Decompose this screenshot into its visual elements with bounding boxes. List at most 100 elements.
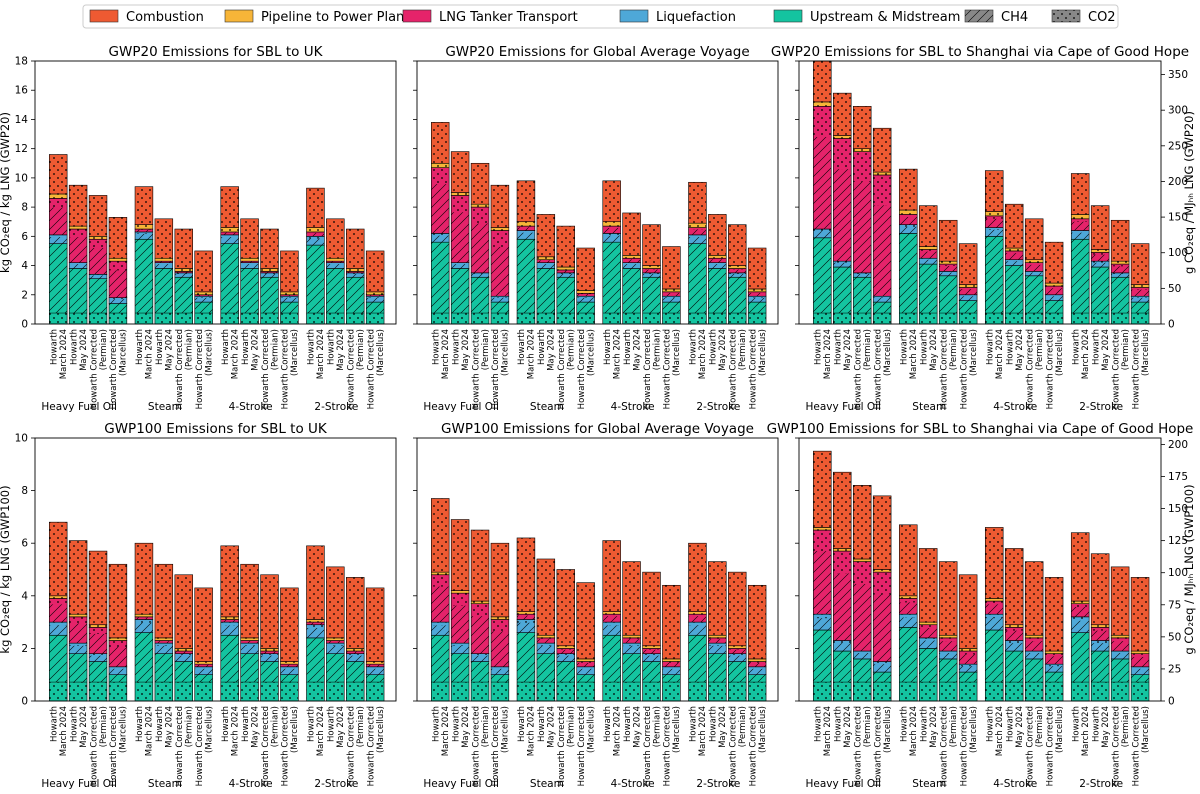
ch4-pattern — [89, 633, 107, 654]
bar-label: March 2024 — [698, 329, 708, 379]
co2-pattern — [688, 227, 707, 230]
co2-pattern — [109, 217, 127, 259]
ch4-pattern — [346, 277, 365, 314]
bar-label: (Marcellus) — [119, 706, 129, 753]
co2-pattern — [517, 230, 535, 233]
bar-label: (Marcellus) — [586, 706, 596, 753]
bar-label: (Permian) — [185, 706, 195, 747]
ch4-pattern — [260, 655, 279, 662]
ch4-pattern — [873, 594, 892, 662]
co2-pattern — [853, 148, 872, 152]
ch4-pattern — [1045, 296, 1064, 301]
co2-pattern — [174, 268, 193, 272]
ch4-pattern — [985, 618, 1004, 630]
ch4-pattern — [556, 655, 575, 662]
ch4-pattern — [642, 277, 661, 314]
bar-label: Howarth — [814, 706, 824, 742]
bar-label: (Marcellus) — [969, 329, 979, 376]
co2-pattern — [1025, 651, 1044, 654]
bar-heavy-fuel-oil-1 — [430, 122, 450, 325]
co2-pattern — [833, 551, 852, 574]
y-tick-label: 8 — [21, 202, 28, 214]
ch4-pattern — [556, 661, 575, 683]
co2-pattern — [813, 61, 832, 102]
co2-pattern — [853, 558, 872, 562]
co2-pattern — [471, 313, 489, 324]
co2-pattern — [220, 682, 239, 701]
co2-pattern — [220, 227, 239, 232]
co2-pattern — [728, 653, 747, 656]
ch4-pattern — [135, 632, 153, 683]
co2-pattern — [919, 548, 938, 623]
co2-pattern — [326, 640, 345, 642]
co2-pattern — [1071, 313, 1090, 324]
co2-pattern — [346, 682, 365, 701]
ch4-pattern — [1131, 302, 1150, 314]
ch4-pattern — [873, 205, 892, 297]
co2-pattern — [748, 288, 767, 292]
co2-pattern — [220, 622, 239, 626]
bar-heavy-fuel-oil-3 — [470, 162, 490, 325]
ch4-pattern — [939, 658, 958, 683]
co2-pattern — [899, 614, 918, 618]
ch4-pattern — [622, 264, 641, 269]
ch4-pattern — [471, 277, 489, 314]
co2-pattern — [280, 661, 299, 665]
ch4-pattern — [708, 259, 727, 263]
ch4-pattern — [602, 235, 621, 243]
bar-label: March 2024 — [995, 706, 1005, 756]
co2-pattern — [919, 205, 938, 247]
co2-pattern — [708, 313, 727, 324]
bar-label: Howarth Corrected — [873, 329, 883, 409]
y-tick-label: 2 — [21, 289, 28, 301]
group-label: 4-Stroke — [611, 401, 655, 413]
ch4-pattern — [708, 268, 727, 314]
bar-2-stroke-4 — [365, 250, 385, 325]
co2-pattern — [813, 106, 832, 137]
ch4-pattern — [326, 264, 345, 269]
co2-pattern — [959, 648, 978, 652]
co2-pattern — [873, 572, 892, 595]
ch4-pattern — [517, 622, 535, 633]
co2-pattern — [1091, 249, 1110, 253]
bar-4-stroke-1 — [220, 186, 239, 325]
co2-pattern — [431, 498, 450, 573]
co2-pattern — [728, 648, 747, 650]
bar-heavy-fuel-oil-3 — [88, 195, 108, 325]
co2-pattern — [985, 598, 1004, 602]
ch4-pattern — [622, 653, 641, 683]
co2-pattern — [853, 151, 872, 182]
plot-frame — [798, 60, 1162, 325]
secondary-y-tick-label: 125 — [1168, 535, 1188, 547]
ch4-pattern — [985, 218, 1004, 228]
bar-4-stroke-2 — [622, 561, 641, 702]
ch4-pattern — [194, 664, 213, 667]
co2-pattern — [240, 637, 259, 641]
bar-label: Howarth Corrected — [89, 329, 99, 409]
bar-label: May 2024 — [929, 329, 939, 371]
legend-label: Pipeline to Power Plant — [261, 10, 409, 25]
ch4-pattern — [306, 233, 325, 237]
co2-pattern — [1071, 616, 1090, 621]
bar-steam-2 — [918, 548, 938, 702]
ch4-pattern — [985, 629, 1004, 683]
bar-label: March 2024 — [441, 329, 451, 379]
group-label: 2-Stroke — [1079, 401, 1123, 413]
co2-pattern — [326, 262, 345, 265]
bar-label: Howarth — [1091, 706, 1101, 742]
co2-pattern — [748, 585, 767, 659]
co2-pattern — [1111, 264, 1130, 267]
co2-pattern — [306, 227, 325, 232]
co2-pattern — [919, 258, 938, 260]
bar-label: March 2024 — [59, 706, 69, 756]
ch4-pattern — [556, 270, 575, 273]
secondary-y-tick-label: 100 — [1168, 567, 1188, 579]
bar-steam-2 — [154, 218, 174, 325]
co2-pattern — [853, 313, 872, 324]
co2-pattern — [220, 545, 239, 617]
co2-pattern — [642, 265, 661, 269]
group-label: 4-Stroke — [229, 401, 273, 413]
chart-panel-4: GWP100 Emissions for SBL to UK 0 2 4 6 8 10 kg … — [0, 421, 397, 790]
bar-label: (Permian) — [1035, 706, 1045, 747]
co2-pattern — [517, 611, 535, 615]
